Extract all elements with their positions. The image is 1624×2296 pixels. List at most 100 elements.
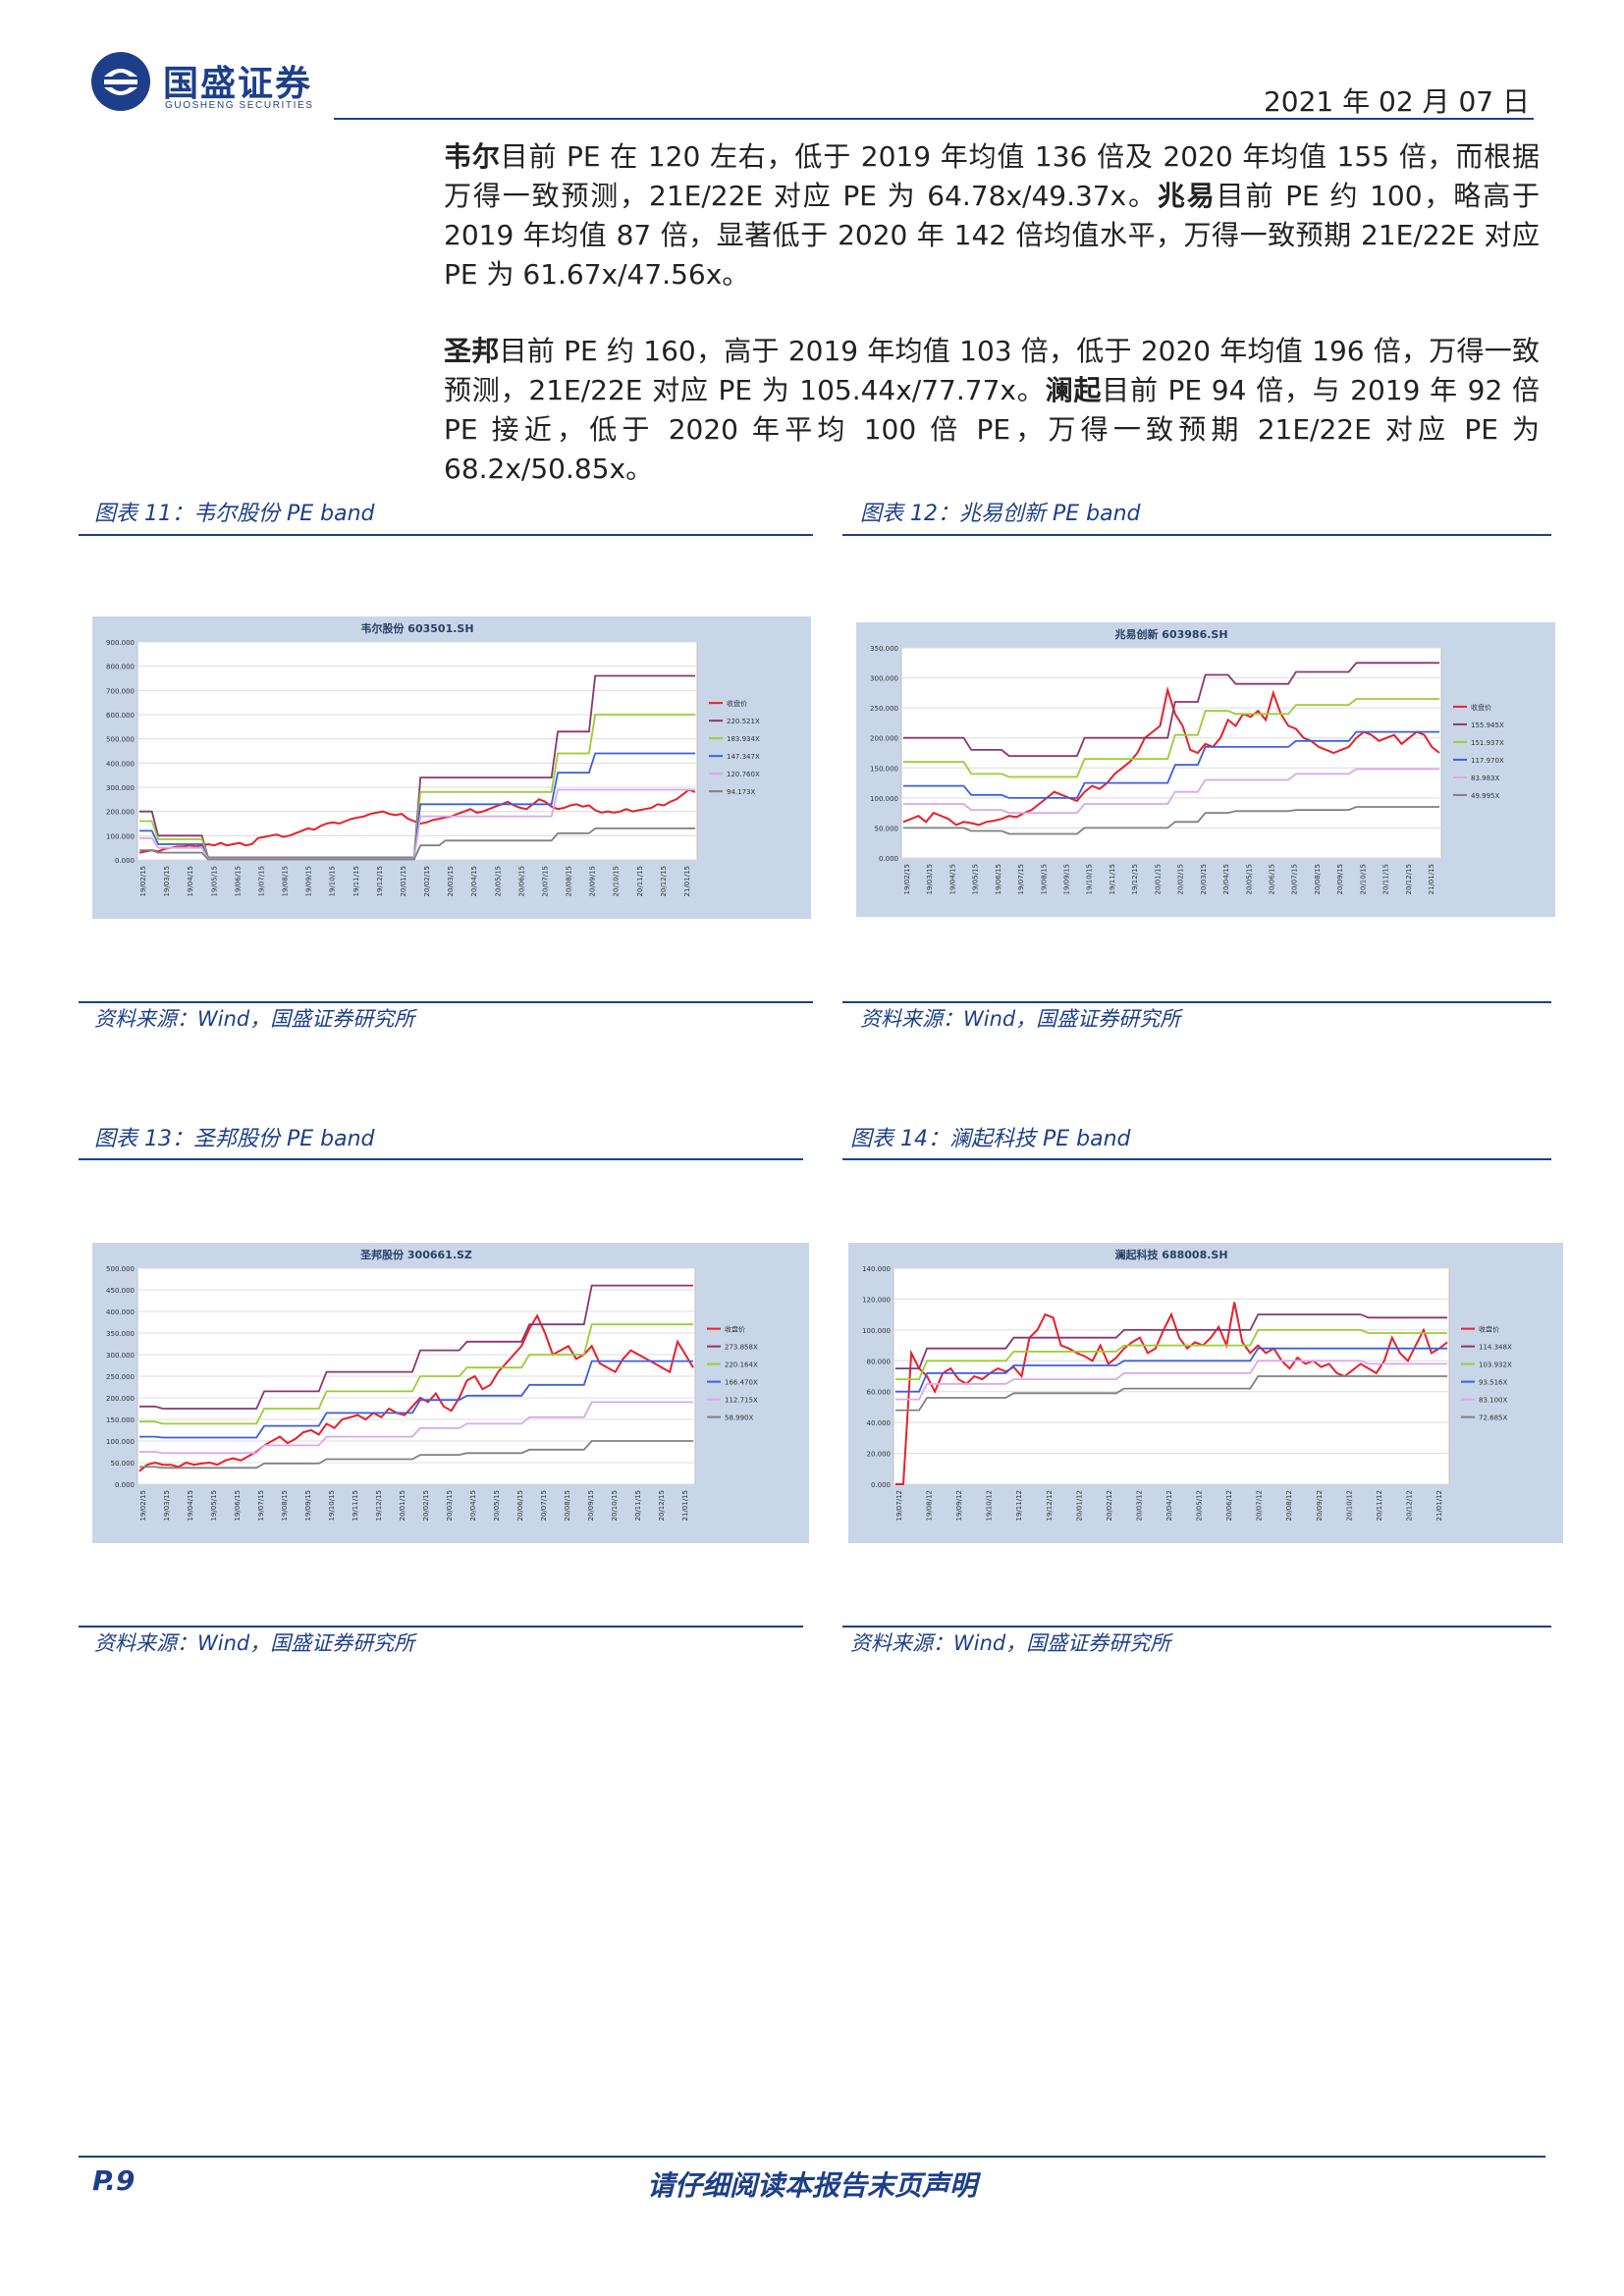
series-line [139, 828, 695, 861]
y-tick-label: 250.000 [106, 1373, 135, 1381]
header-divider [334, 118, 1534, 120]
x-tick-label: 20/04/15 [469, 1490, 477, 1521]
x-tick-label: 20/11/12 [1376, 1490, 1383, 1521]
x-tick-label: 19/08/15 [1040, 864, 1048, 894]
y-tick-label: 120.000 [862, 1296, 891, 1304]
y-tick-label: 140.000 [862, 1265, 891, 1273]
y-tick-label: 300.000 [106, 784, 135, 792]
y-tick-label: 500.000 [106, 1265, 135, 1273]
figure-source: 资料来源：Wind，国盛证券研究所 [94, 1007, 415, 1031]
y-tick-label: 200.000 [106, 1395, 135, 1403]
x-tick-label: 19/08/12 [926, 1490, 934, 1521]
x-tick-label: 20/06/15 [516, 1490, 524, 1521]
series-line [903, 662, 1439, 757]
series-line [895, 1302, 1448, 1485]
x-tick-label: 20/06/12 [1225, 1490, 1233, 1521]
series-line [139, 1284, 693, 1410]
x-tick-label: 20/05/15 [494, 866, 502, 896]
x-tick-label: 19/12/15 [375, 1490, 383, 1521]
para-text: 目前 PE 约 160，高于 2019 年均值 103 倍，低于 2020 年均… [444, 335, 1540, 406]
logo-text-cn: 国盛证券 [163, 64, 313, 104]
y-tick-label: 40.000 [867, 1419, 892, 1427]
series-line [139, 1323, 693, 1425]
para-text: 目前 PE 94 倍，与 2019 年 92 倍 PE 接近，低于 2020 年… [444, 374, 1540, 485]
x-tick-label: 20/08/15 [566, 866, 573, 896]
legend-label: 93.516X [1479, 1379, 1507, 1387]
x-tick-label: 19/12/15 [1131, 864, 1139, 894]
legend-label: 收盘价 [1471, 703, 1491, 712]
legend-label: 收盘价 [725, 1325, 745, 1334]
para-text: 目前 PE 在 120 左右，低于 2019 年均值 136 倍及 2020 年… [444, 140, 1540, 212]
legend-label: 58.990X [725, 1415, 753, 1422]
para-lead: 澜起 [1045, 374, 1103, 406]
x-tick-label: 19/10/12 [986, 1490, 994, 1521]
y-tick-label: 500.000 [106, 736, 135, 744]
y-tick-label: 400.000 [106, 760, 135, 768]
chart-title: 圣邦股份 300661.SZ [359, 1248, 472, 1261]
chart-sgmicro: 圣邦股份 300661.SZ 500.000 450.000 400.000 350.0… [92, 1243, 809, 1543]
logo-text-en: GUOSHENG SECURITIES [165, 100, 314, 111]
legend-label: 103.932X [1479, 1362, 1512, 1369]
x-tick-label: 20/10/15 [611, 1490, 619, 1521]
x-tick-label: 20/01/12 [1075, 1490, 1083, 1521]
series-line [139, 1401, 693, 1455]
x-tick-label: 20/03/15 [1200, 864, 1208, 894]
x-tick-label: 21/01/15 [683, 866, 691, 896]
y-tick-label: 150.000 [106, 1416, 135, 1424]
chart-svg: 圣邦股份 300661.SZ 500.000 450.000 400.000 350.0… [106, 1248, 758, 1521]
x-tick-label: 20/09/15 [587, 1490, 595, 1521]
figure-source: 资料来源：Wind，国盛证券研究所 [860, 1007, 1181, 1031]
legend-label: 183.934X [727, 735, 760, 743]
chart-title: 澜起科技 688008.SH [1114, 1248, 1227, 1261]
legend-label: 273.858X [725, 1344, 758, 1352]
chart-weier: 韦尔股份 603501.SH 900.000 800.000 700.000 600.0… [92, 616, 811, 919]
paragraph-sgmicro-montage: 圣邦目前 PE 约 160，高于 2019 年均值 103 倍，低于 2020 … [444, 332, 1540, 489]
x-tick-label: 20/09/15 [589, 866, 597, 896]
legend-label: 151.937X [1471, 739, 1504, 747]
chart-title: 韦尔股份 603501.SH [360, 621, 473, 635]
x-tick-label: 20/01/15 [1154, 864, 1162, 894]
y-tick-label: 0.000 [115, 857, 135, 865]
x-tick-label: 19/12/15 [376, 866, 384, 896]
figure-caption: 图表 12：兆易创新 PE band [860, 502, 1141, 526]
legend-label: 收盘价 [1479, 1325, 1499, 1334]
figure-rule [79, 534, 813, 536]
x-tick-label: 20/09/15 [1336, 864, 1344, 894]
figure-source: 资料来源：Wind，国盛证券研究所 [94, 1631, 415, 1655]
x-tick-label: 20/08/12 [1285, 1490, 1293, 1521]
y-tick-label: 0.000 [879, 855, 898, 863]
x-tick-label: 20/05/15 [493, 1490, 501, 1521]
x-tick-label: 20/03/15 [447, 866, 455, 896]
x-tick-label: 21/01/15 [681, 1490, 689, 1521]
x-tick-label: 20/11/15 [1382, 864, 1390, 894]
y-tick-label: 300.000 [106, 1352, 135, 1360]
x-tick-label: 19/10/15 [1086, 864, 1094, 894]
chart-title: 兆易创新 603986.SH [1114, 627, 1227, 641]
y-tick-label: 100.000 [106, 1438, 135, 1446]
x-tick-label: 20/04/15 [470, 866, 478, 896]
chart-montage: 澜起科技 688008.SH 140.000 120.000 100.000 80.00… [848, 1243, 1563, 1543]
x-tick-label: 19/04/15 [187, 1490, 194, 1521]
y-tick-label: 20.000 [867, 1451, 892, 1459]
figure-caption: 图表 11：韦尔股份 PE band [94, 502, 375, 526]
chart-svg: 兆易创新 603986.SH 350.000 300.000 250.000 200.0… [870, 627, 1504, 894]
figure-rule [79, 1158, 803, 1160]
footer-disclaimer: 请仔细阅读本报告末页声明 [646, 2169, 977, 2202]
x-tick-label: 19/07/15 [1017, 864, 1025, 894]
series-line [139, 1440, 693, 1469]
para-text: 目前 PE 约 100，略高于 2019 年均值 87 倍，显著低于 2020 … [444, 180, 1540, 291]
x-tick-label: 20/05/12 [1196, 1490, 1204, 1521]
x-tick-label: 19/03/15 [163, 1490, 171, 1521]
x-tick-label: 19/12/12 [1046, 1490, 1054, 1521]
y-tick-label: 200.000 [106, 809, 135, 817]
legend-label: 147.347X [727, 753, 760, 761]
legend-label: 94.173X [727, 788, 755, 796]
x-tick-label: 20/07/15 [540, 1490, 548, 1521]
x-tick-label: 19/11/12 [1015, 1490, 1023, 1521]
legend-label: 72.685X [1479, 1415, 1507, 1422]
series-line [895, 1375, 1447, 1412]
y-tick-label: 100.000 [870, 795, 898, 803]
x-tick-label: 19/09/15 [304, 1490, 312, 1521]
x-tick-label: 20/12/15 [658, 1490, 666, 1521]
chart-gigadevice: 兆易创新 603986.SH 350.000 300.000 250.000 200.0… [856, 622, 1555, 917]
